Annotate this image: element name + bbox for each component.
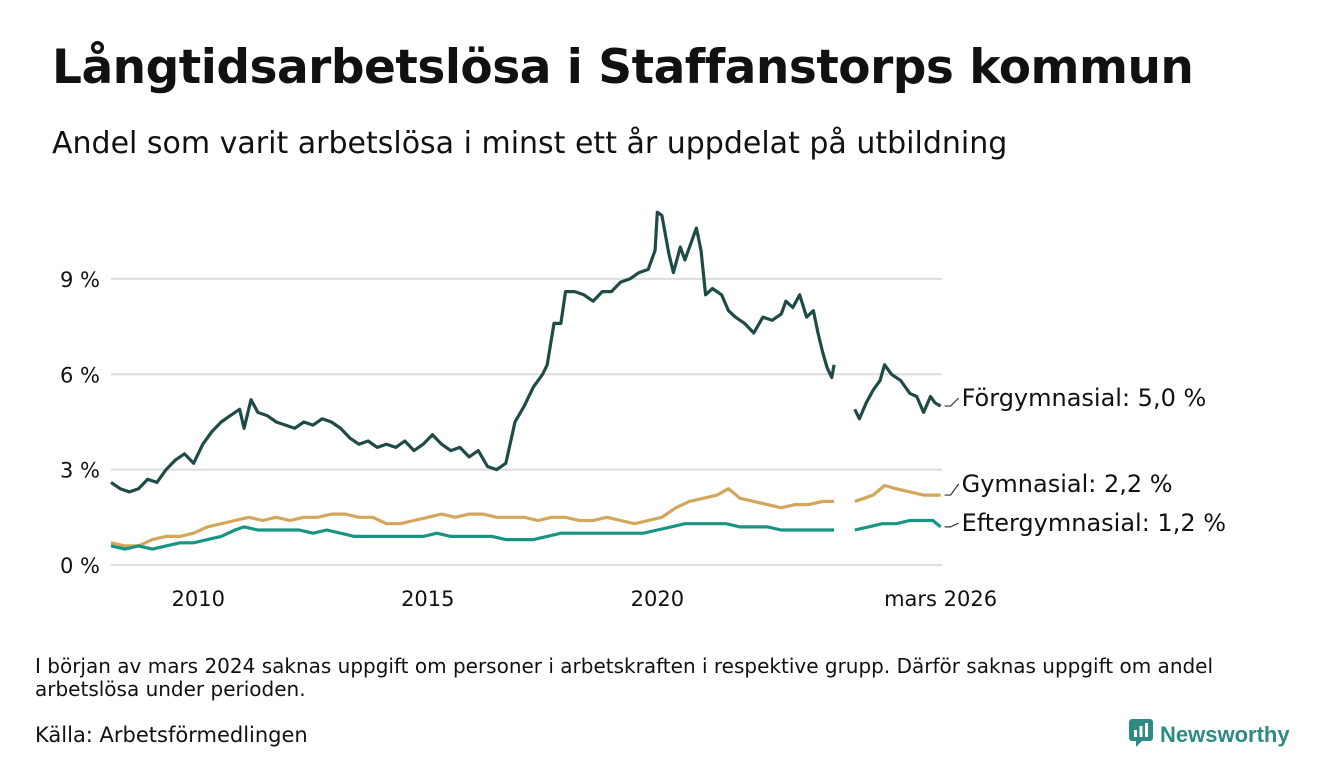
- x-tick-label: 2010: [172, 587, 225, 611]
- brand-name: Newsworthy: [1160, 722, 1290, 747]
- label-connector: [944, 483, 960, 496]
- series-line-eftergymnasial: [854, 518, 942, 532]
- y-axis-ticks: 0 % 3 % 6 % 9 %: [60, 268, 100, 578]
- brand-logo: Newsworthy: [1128, 718, 1290, 752]
- label-connector: [944, 397, 960, 407]
- series-line-gymnasial: [854, 483, 941, 503]
- x-axis-ticks: 2010 2015 2020 mars 2026: [172, 587, 998, 611]
- y-tick-label: 9 %: [60, 268, 100, 292]
- series-line-gymnasial: [110, 487, 835, 548]
- x-tick-label: 2015: [401, 587, 454, 611]
- chart-subtitle: Andel som varit arbetslösa i minst ett å…: [52, 126, 1008, 161]
- y-tick-label: 6 %: [60, 363, 100, 387]
- x-tick-label: mars 2026: [884, 587, 997, 611]
- footnote: I början av mars 2024 saknas uppgift om …: [35, 654, 1214, 701]
- series-label-gymnasial: Gymnasial: 2,2 %: [962, 470, 1173, 498]
- line-chart: 0 % 3 % 6 % 9 % 2010 2015 2020 mars 2026 Förgy…: [60, 210, 1226, 611]
- chart-title: Långtidsarbetslösa i Staffanstorps kommu…: [52, 40, 1194, 95]
- gridlines: [111, 277, 942, 566]
- y-tick-label: 0 %: [60, 554, 100, 578]
- label-connector: [944, 522, 959, 528]
- source-text: Källa: Arbetsförmedlingen: [35, 723, 308, 747]
- newsworthy-logo-icon: [1128, 718, 1154, 752]
- series-line-förgymnasial: [110, 210, 836, 494]
- series-line-förgymnasial: [853, 363, 942, 421]
- series-label-eftergymnasial: Eftergymnasial: 1,2 %: [962, 509, 1226, 537]
- series-lines: [110, 210, 942, 551]
- series-labels: Förgymnasial: 5,0 % Gymnasial: 2,2 % Efter…: [944, 384, 1226, 537]
- series-line-eftergymnasial: [110, 522, 835, 551]
- x-tick-label: 2020: [631, 587, 684, 611]
- series-label-förgymnasial: Förgymnasial: 5,0 %: [962, 384, 1207, 412]
- y-tick-label: 3 %: [60, 459, 100, 483]
